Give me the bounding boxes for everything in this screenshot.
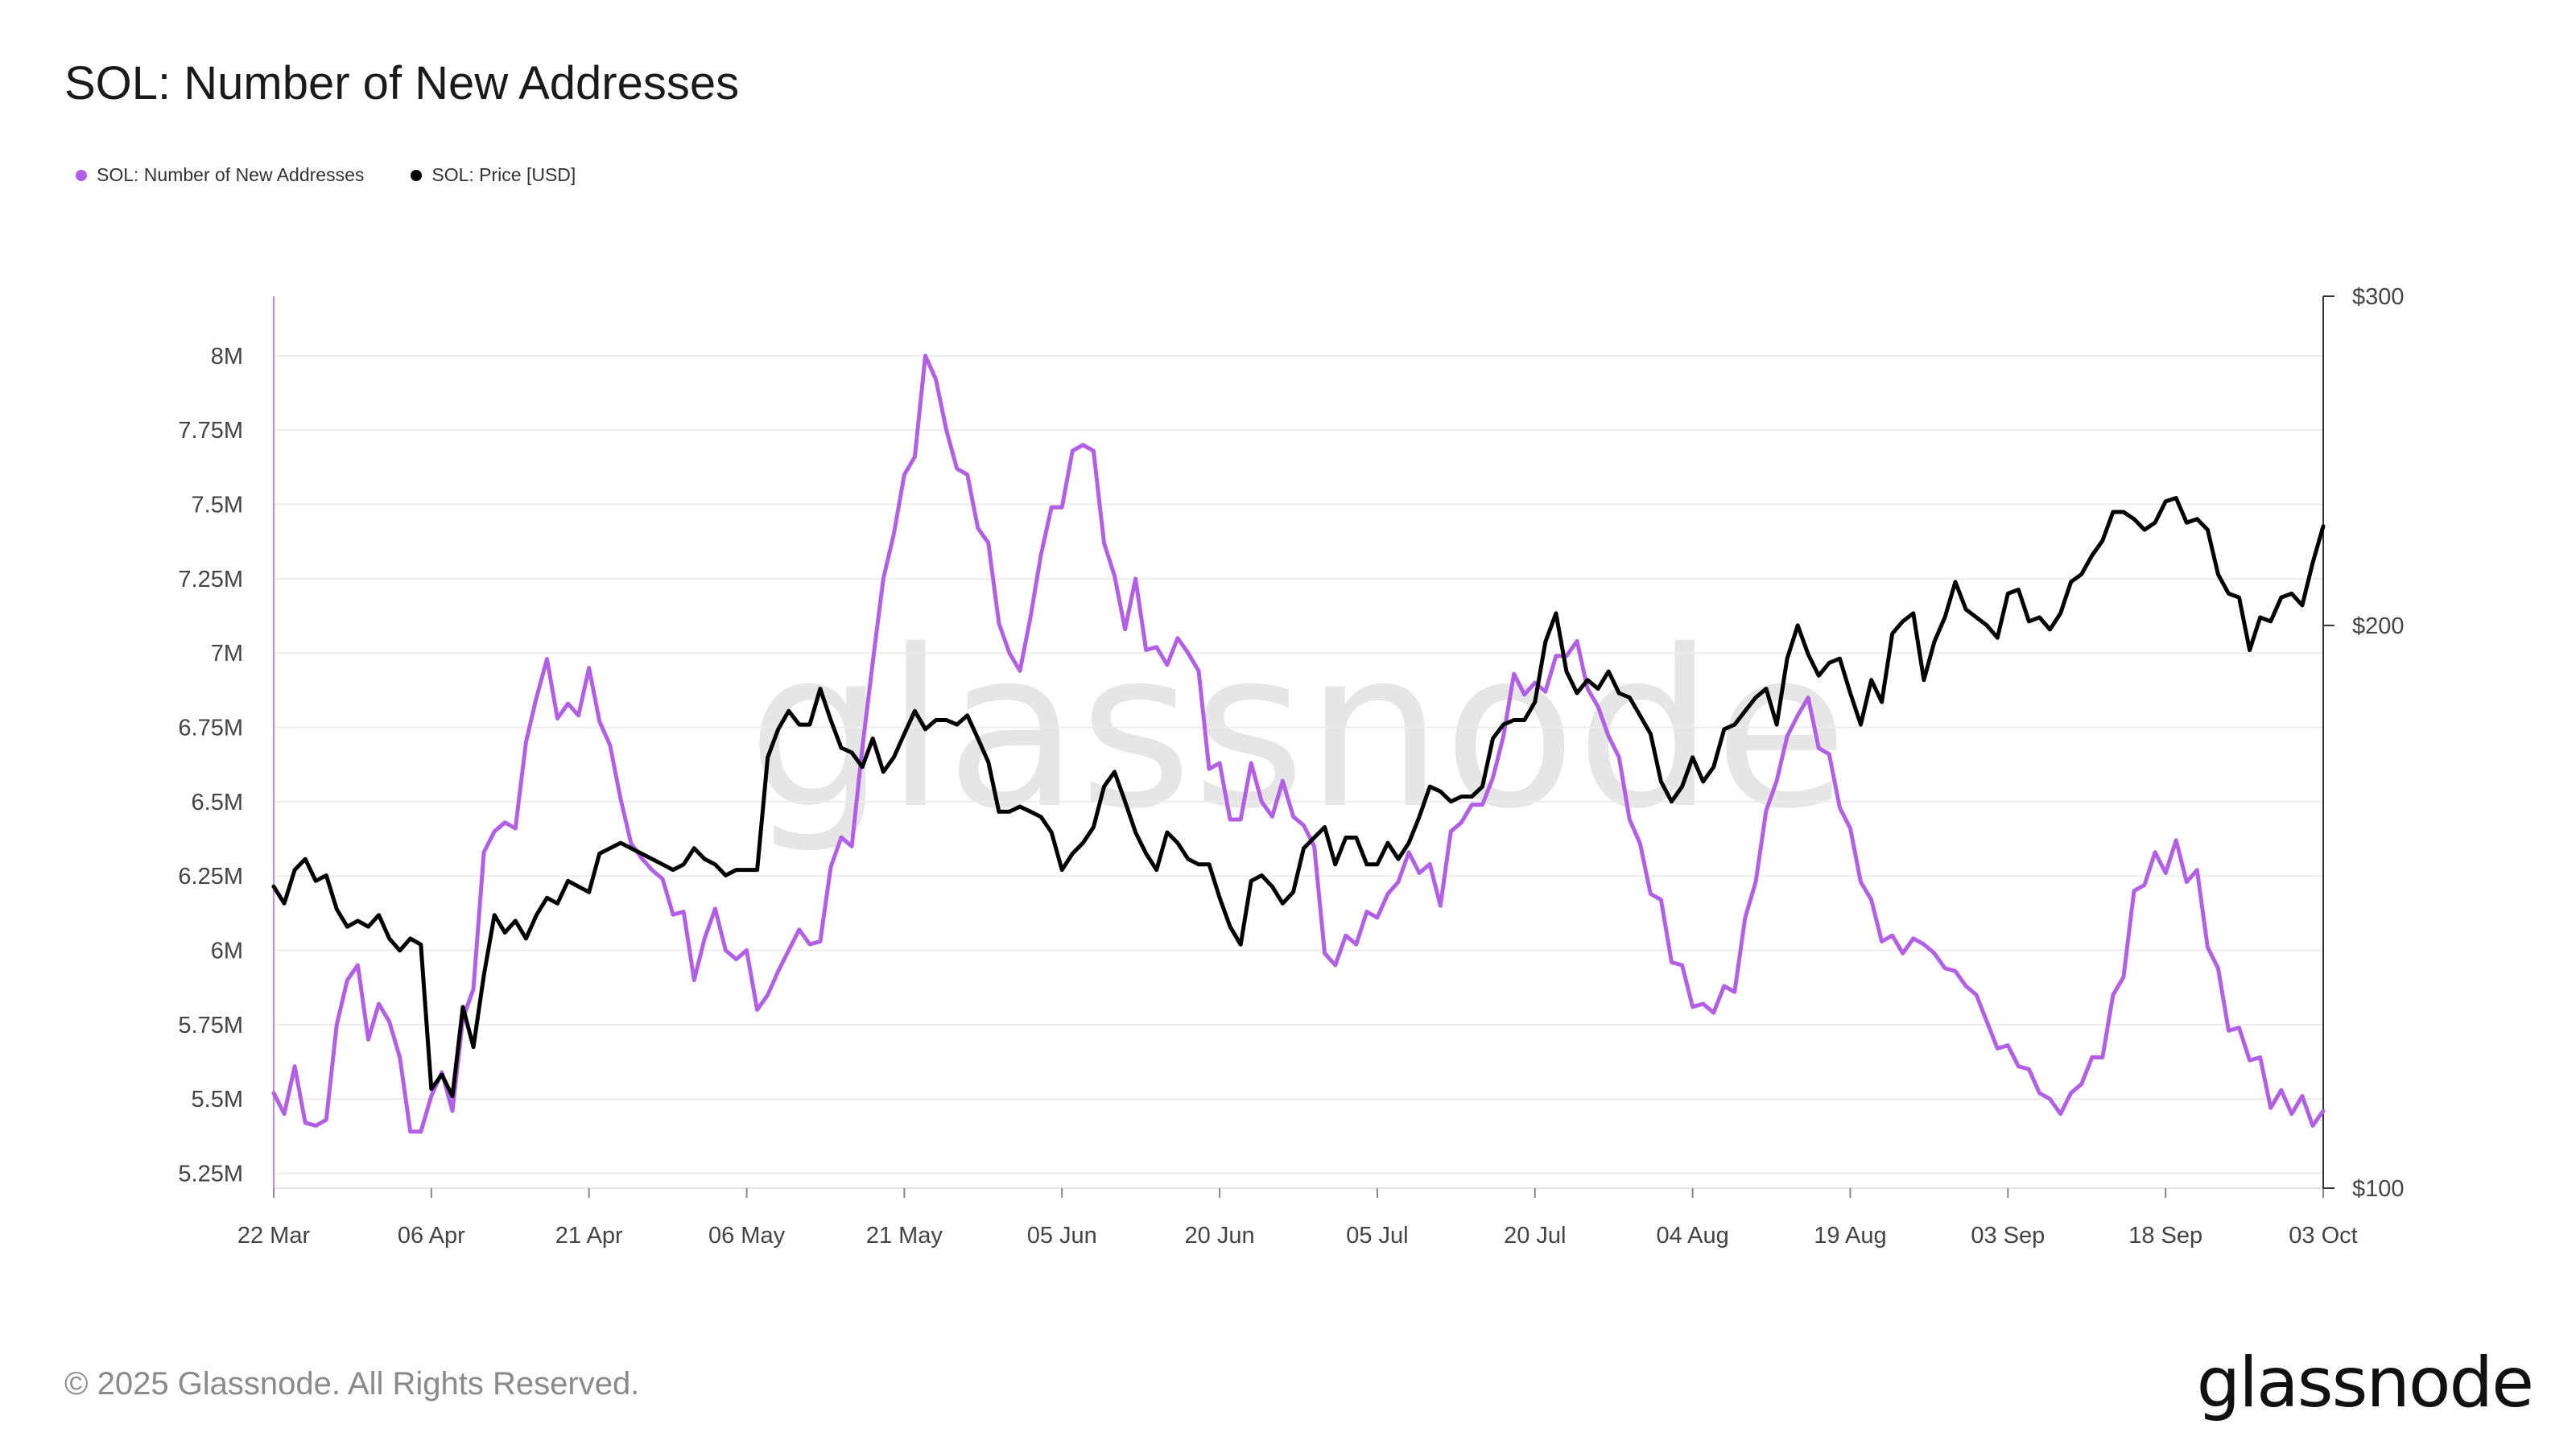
right-y-tick-label: $100: [2352, 1176, 2405, 1202]
series-layer: [271, 353, 2326, 1134]
legend-item-price[interactable]: SOL: Price [USD]: [411, 164, 576, 186]
right-y-tick-label: $300: [2352, 284, 2405, 310]
x-tick-label: 06 May: [708, 1223, 786, 1249]
series-line-new-addresses: [271, 353, 2326, 1134]
left-y-tick-label: 8M: [211, 344, 243, 369]
legend-label-new-addresses: SOL: Number of New Addresses: [97, 164, 365, 185]
left-y-tick-label: 6M: [211, 939, 243, 964]
left-y-tick-label: 7.5M: [192, 493, 243, 518]
x-tick-label: 03 Sep: [1971, 1223, 2045, 1249]
left-y-tick-label: 7.25M: [178, 567, 243, 592]
right-y-axis-ticks: $100 $200 $300: [2323, 284, 2405, 1202]
glassnode-logo: glassnode: [2196, 1343, 2534, 1423]
x-tick-label: 21 Apr: [555, 1223, 623, 1249]
x-tick-label: 06 Apr: [398, 1223, 465, 1249]
x-tick-label: 05 Jul: [1346, 1223, 1408, 1249]
left-y-tick-label: 6.25M: [178, 864, 243, 890]
watermark-text: glassnode: [747, 603, 1847, 857]
chart-axes: [273, 296, 2324, 1188]
chart-title: SOL: Number of New Addresses: [64, 57, 740, 109]
x-tick-label: 05 Jun: [1027, 1223, 1097, 1249]
legend-swatch-price: [411, 169, 423, 181]
left-y-tick-label: 6.5M: [192, 790, 243, 815]
right-y-tick-label: $200: [2352, 613, 2405, 639]
x-tick-label: 18 Sep: [2128, 1223, 2202, 1249]
copyright-text: © 2025 Glassnode. All Rights Reserved.: [64, 1366, 640, 1402]
x-tick-label: 21 May: [866, 1223, 943, 1249]
x-tick-label: 04 Aug: [1656, 1223, 1728, 1249]
series-line-price: [271, 496, 2326, 1099]
left-y-tick-label: 7.75M: [178, 418, 243, 444]
x-tick-label: 19 Aug: [1814, 1223, 1886, 1249]
left-y-tick-label: 5.5M: [192, 1087, 243, 1113]
left-y-tick-label: 5.75M: [178, 1013, 243, 1038]
left-y-axis-ticks: 5.25M 5.5M 5.75M 6M 6.25M 6.5M 6.75M 7M 7.25M 7.5…: [178, 344, 243, 1187]
x-tick-label: 20 Jul: [1504, 1223, 1566, 1249]
x-tick-label: 03 Oct: [2289, 1223, 2357, 1249]
left-y-tick-label: 5.25M: [178, 1162, 243, 1187]
legend-item-new-addresses[interactable]: SOL: Number of New Addresses: [76, 164, 364, 186]
left-y-tick-label: 7M: [211, 641, 243, 667]
x-axis-ticks: 22 Mar 06 Apr 21 Apr 06 May 21 May 05 Jun 20 J…: [237, 1188, 2358, 1249]
legend-label-price: SOL: Price [USD]: [431, 164, 576, 185]
x-tick-label: 20 Jun: [1185, 1223, 1255, 1249]
chart-legend: SOL: Number of New Addresses SOL: Price …: [76, 164, 576, 186]
left-y-tick-label: 6.75M: [178, 716, 243, 741]
grid-lines: [274, 354, 2323, 1189]
x-tick-label: 22 Mar: [237, 1223, 311, 1249]
legend-swatch-new-addresses: [76, 169, 87, 181]
